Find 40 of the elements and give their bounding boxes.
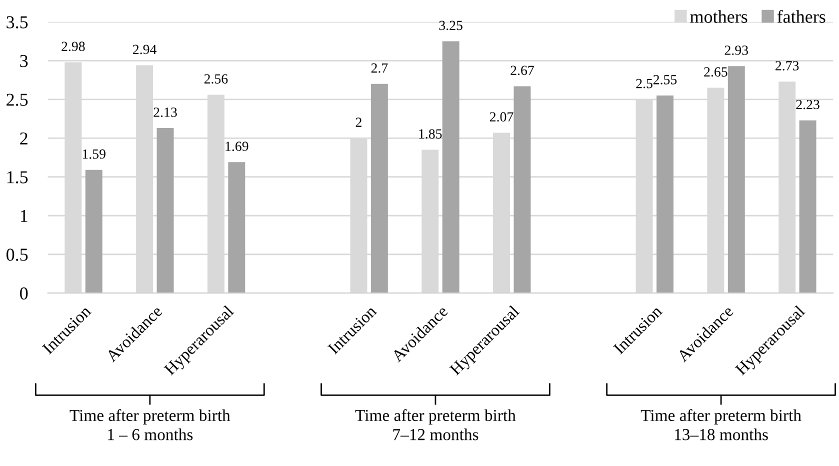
legend-label: fathers — [777, 10, 826, 23]
data-label: 1.85 — [419, 129, 442, 139]
data-label: 2.5 — [636, 78, 652, 88]
text: Time after preterm birth 13–18 months — [640, 409, 802, 440]
bar — [370, 84, 388, 294]
y-tick-label: 2 — [20, 132, 28, 144]
y-tick-label: 0 — [20, 287, 28, 300]
bar — [514, 86, 531, 294]
bar — [799, 120, 816, 294]
y-tick-label: 1.5 — [7, 171, 28, 184]
data-label: 2.67 — [510, 66, 534, 76]
bar — [228, 162, 246, 294]
bar — [442, 41, 460, 294]
y-tick-label: 1 — [20, 210, 28, 222]
bar — [85, 170, 102, 294]
bar — [156, 128, 174, 294]
data-label: 2.65 — [704, 67, 728, 77]
data-label: 2.13 — [154, 108, 177, 117]
y-tick-label: 3 — [20, 54, 28, 68]
data-label: 3.25 — [439, 20, 462, 30]
data-label: 1.69 — [226, 142, 248, 152]
bar — [728, 66, 745, 294]
data-label: 2 — [356, 118, 362, 127]
y-tick-label: 2.5 — [6, 94, 28, 106]
legend-label: mothers — [690, 10, 748, 23]
data-label: 2.23 — [796, 100, 820, 110]
y-tick-label: 3.5 — [6, 16, 28, 28]
data-label: 2.93 — [724, 46, 748, 55]
data-label: 1.59 — [82, 149, 106, 159]
bar — [656, 96, 674, 294]
text: Time after preterm birth 7–12 months — [355, 409, 516, 440]
data-label: 2.07 — [490, 112, 514, 122]
text: Time after preterm birth 1 – 6 months — [70, 409, 230, 440]
data-label: 2.56 — [204, 74, 228, 84]
data-label: 2.7 — [371, 63, 388, 73]
data-label: 2.98 — [62, 42, 85, 52]
y-tick-label: 0.5 — [6, 248, 28, 261]
data-label: 2.73 — [776, 61, 799, 70]
data-label: 2.55 — [653, 75, 677, 84]
data-label: 2.94 — [133, 44, 156, 54]
